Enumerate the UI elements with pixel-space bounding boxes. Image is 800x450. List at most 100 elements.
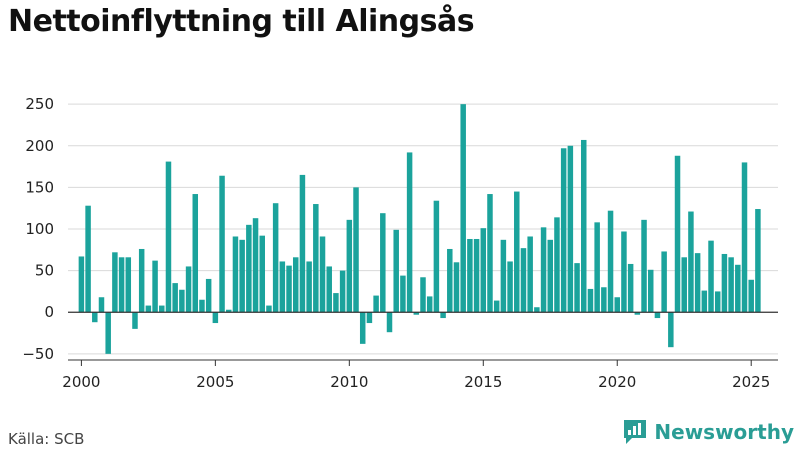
bar-2003-Q3: [172, 283, 178, 313]
bar-2013-Q4: [447, 248, 453, 313]
y-tick-label: 0: [44, 303, 54, 321]
bar-2005-Q3: [226, 309, 232, 313]
bar-2024-Q4: [741, 162, 748, 313]
newsworthy-logo-icon: [624, 420, 647, 444]
bar-2006-Q2: [246, 224, 252, 313]
bar-2004-Q3: [199, 299, 205, 313]
y-tick-label: −50: [22, 345, 54, 363]
bar-2011-Q3: [386, 312, 393, 333]
bar-2004-Q4: [205, 278, 212, 313]
bar-2022-Q2: [674, 155, 681, 313]
x-tick-label: 2015: [464, 373, 502, 391]
bar-2009-Q4: [339, 270, 346, 313]
bar-2008-Q2: [299, 174, 306, 313]
bar-2012-Q2: [406, 152, 413, 313]
bar-2024-Q2: [728, 257, 734, 313]
bar-2020-Q2: [621, 231, 627, 313]
bar-2016-Q4: [527, 236, 533, 313]
x-tick-label: 2020: [598, 373, 636, 391]
bar-2023-Q4: [714, 291, 721, 313]
bar-2013-Q2: [433, 200, 440, 313]
bar-2015-Q1: [480, 228, 487, 313]
bar-2025-Q2: [755, 209, 761, 313]
bar-2017-Q1: [534, 307, 540, 313]
bar-2017-Q4: [554, 217, 560, 313]
source-note: Källa: SCB: [8, 430, 85, 448]
bar-2019-Q1: [587, 288, 594, 313]
bar-2021-Q4: [661, 251, 667, 313]
bar-2001-Q2: [112, 252, 118, 313]
bar-2003-Q2: [165, 161, 172, 313]
bar-2020-Q4: [634, 312, 641, 315]
bar-2012-Q1: [400, 275, 406, 313]
bar-2000-Q3: [92, 312, 98, 323]
bar-2011-Q4: [393, 229, 399, 313]
bar-2018-Q4: [581, 139, 587, 313]
bar-2021-Q3: [654, 312, 661, 319]
bar-2015-Q4: [500, 239, 507, 313]
bar-2002-Q2: [138, 248, 145, 313]
y-axis-ticks: −50 0 50 100 150 200 250: [22, 95, 54, 363]
bars: [78, 104, 761, 354]
bar-2013-Q1: [426, 296, 433, 313]
bar-2009-Q2: [326, 266, 332, 313]
bar-2018-Q2: [567, 145, 574, 313]
bar-2002-Q3: [145, 305, 152, 313]
bar-2010-Q3: [359, 312, 366, 344]
bar-2024-Q3: [735, 264, 741, 313]
bar-2011-Q2: [380, 213, 386, 313]
x-tick-label: 2010: [330, 373, 368, 391]
bar-2012-Q3: [413, 312, 420, 315]
bar-2011-Q1: [373, 295, 379, 313]
bar-2022-Q1: [668, 312, 674, 348]
x-tick-label: 2000: [62, 373, 100, 391]
bar-2000-Q1: [78, 256, 85, 313]
bar-2001-Q4: [125, 257, 132, 313]
y-tick-label: 50: [35, 262, 54, 280]
bar-2015-Q3: [493, 300, 500, 313]
bar-2000-Q2: [85, 205, 91, 313]
bar-2019-Q2: [594, 222, 600, 313]
bar-2013-Q3: [440, 312, 446, 319]
bar-2009-Q3: [333, 293, 339, 313]
bar-2022-Q3: [681, 257, 687, 313]
bar-2020-Q3: [627, 263, 634, 313]
bar-2007-Q2: [272, 203, 279, 313]
bar-2003-Q4: [179, 289, 185, 313]
bar-2016-Q2: [514, 191, 520, 313]
bar-2018-Q3: [574, 263, 580, 313]
bar-2022-Q4: [688, 211, 694, 313]
bar-2003-Q1: [159, 305, 165, 313]
newsworthy-logo: Newsworthy: [622, 418, 794, 446]
bar-2004-Q2: [192, 194, 199, 313]
bar-2002-Q1: [132, 312, 138, 329]
x-axis-ticks: 2000 2005 2010 2015 2020 2025: [62, 359, 778, 391]
bar-2025-Q1: [748, 279, 754, 313]
bar-2023-Q3: [708, 240, 714, 313]
bar-2014-Q1: [453, 262, 460, 313]
bar-2020-Q1: [614, 297, 620, 313]
bar-2014-Q4: [473, 238, 480, 313]
bar-2016-Q1: [507, 261, 513, 313]
chart-title: Nettoinflyttning till Alingsås: [8, 4, 475, 39]
bar-2002-Q4: [152, 260, 158, 313]
bar-2006-Q4: [259, 235, 265, 313]
bar-2018-Q1: [560, 148, 567, 313]
bar-2007-Q3: [279, 261, 286, 313]
y-tick-label: 250: [25, 95, 54, 113]
bar-2017-Q2: [540, 227, 547, 313]
bar-2008-Q4: [313, 204, 319, 313]
bar-2012-Q4: [420, 277, 426, 313]
y-tick-label: 200: [25, 137, 54, 155]
bar-2023-Q1: [694, 253, 701, 313]
bar-2010-Q2: [353, 187, 359, 313]
bar-2014-Q3: [467, 238, 473, 313]
bar-2021-Q2: [647, 269, 654, 313]
bar-2008-Q1: [292, 257, 299, 313]
bar-2023-Q2: [701, 290, 708, 313]
bar-2014-Q2: [460, 104, 466, 313]
bar-2021-Q1: [641, 219, 647, 313]
bar-2001-Q3: [118, 257, 125, 313]
brand-name: Newsworthy: [654, 420, 794, 444]
bar-2006-Q1: [239, 239, 245, 313]
